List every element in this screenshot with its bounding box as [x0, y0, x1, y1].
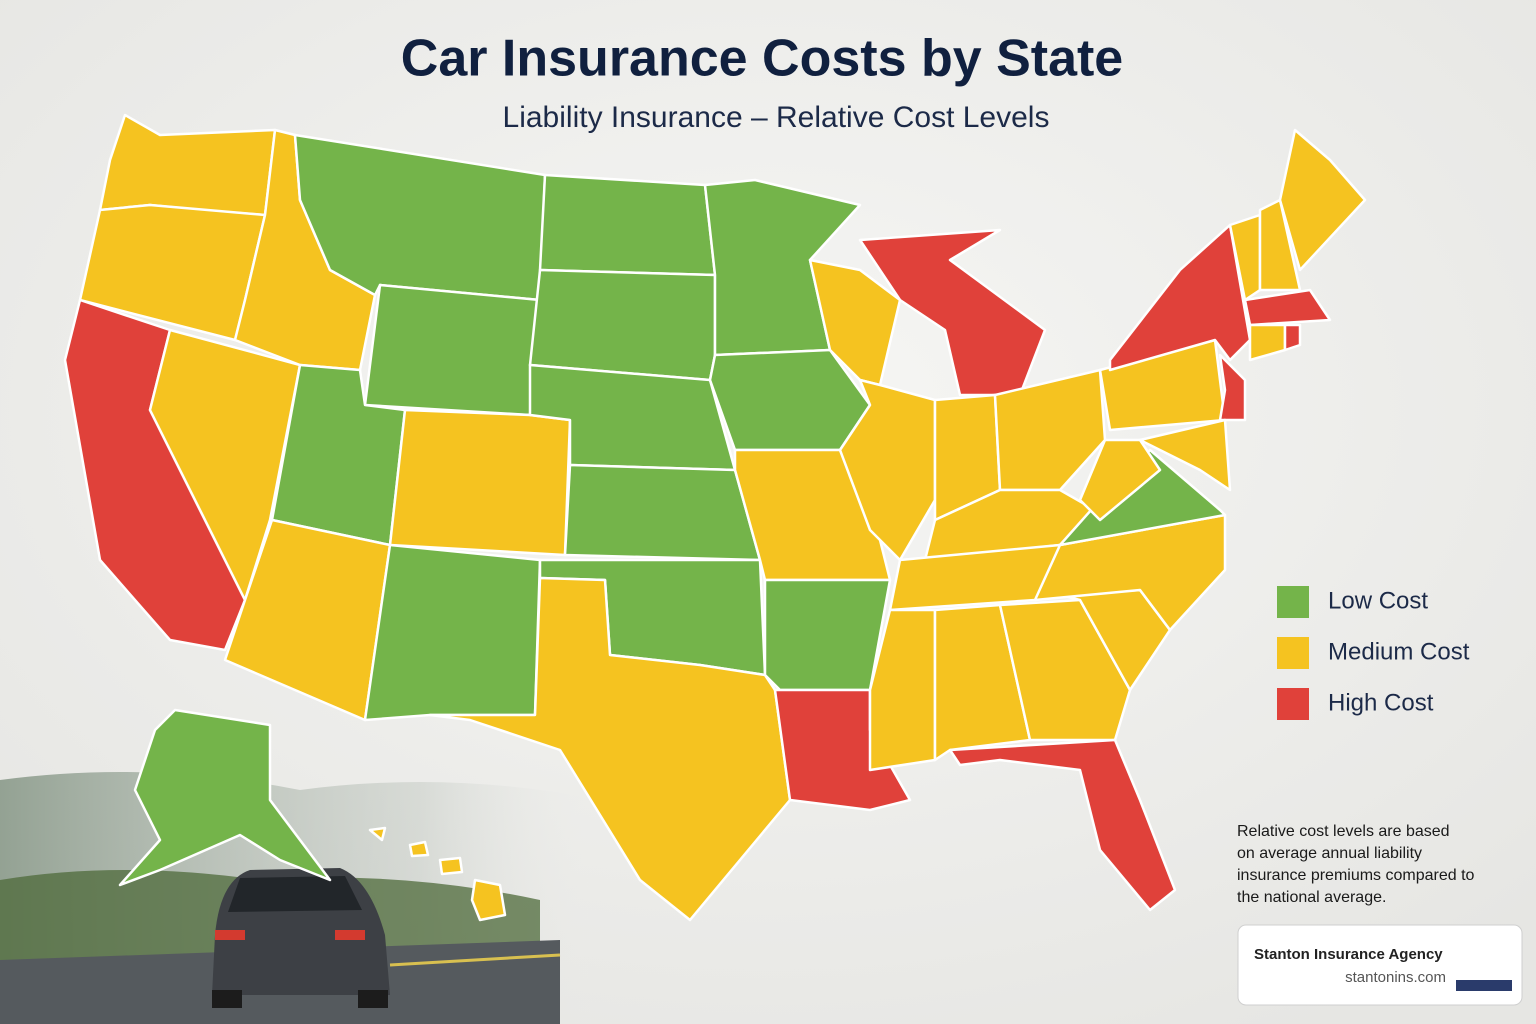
- state: [1258, 198, 1302, 292]
- note-line: Relative cost levels are based: [1237, 823, 1450, 840]
- state: [363, 283, 542, 417]
- state: [993, 368, 1107, 492]
- legend-swatch: [1277, 586, 1309, 618]
- state: [1283, 323, 1302, 352]
- title: Car Insurance Costs by State: [401, 30, 1123, 88]
- state: [1243, 288, 1332, 327]
- note-line: insurance premiums compared to: [1237, 867, 1475, 884]
- legend-swatch: [1277, 637, 1309, 669]
- subtitle: Liability Insurance – Relative Cost Leve…: [503, 101, 1050, 134]
- state: [470, 878, 507, 922]
- car: [212, 868, 390, 1008]
- state: [763, 578, 892, 692]
- agency-name: Stanton Insurance Agency: [1254, 946, 1443, 963]
- legend-swatch: [1277, 688, 1309, 720]
- state: [438, 856, 464, 876]
- state: [528, 268, 717, 382]
- state: [368, 826, 387, 842]
- state: [388, 408, 572, 557]
- footer-box: [1237, 924, 1523, 1006]
- state: [563, 463, 762, 562]
- legend-label: Medium Cost: [1328, 638, 1470, 665]
- note-line: on average annual liability: [1237, 845, 1422, 862]
- us-map: [63, 113, 1367, 922]
- legend: Low Cost Medium Cost High Cost: [1277, 586, 1470, 720]
- note: Relative cost levels are based on average…: [1237, 823, 1475, 906]
- footer-card: Stanton Insurance Agency stantonins.com: [1237, 924, 1523, 1006]
- legend-label: High Cost: [1328, 689, 1434, 716]
- state: [1138, 418, 1232, 492]
- state: [1108, 223, 1252, 372]
- state: [538, 173, 717, 277]
- logo-band: [1456, 980, 1512, 991]
- state: [118, 708, 332, 887]
- state: [1218, 353, 1247, 422]
- landscape: [0, 772, 600, 1024]
- state: [1278, 128, 1367, 272]
- state: [408, 840, 430, 858]
- state: [363, 543, 542, 722]
- agency-url: stantonins.com: [1345, 969, 1446, 986]
- state: [933, 603, 1032, 762]
- state: [868, 608, 937, 772]
- state: [998, 598, 1132, 742]
- note-line: the national average.: [1237, 889, 1386, 906]
- state: [1078, 438, 1162, 522]
- legend-label: Low Cost: [1328, 587, 1428, 614]
- state: [948, 738, 1177, 912]
- state: [428, 576, 792, 922]
- note-text: Relative cost levels are based on average…: [1237, 823, 1475, 906]
- state: [223, 518, 392, 722]
